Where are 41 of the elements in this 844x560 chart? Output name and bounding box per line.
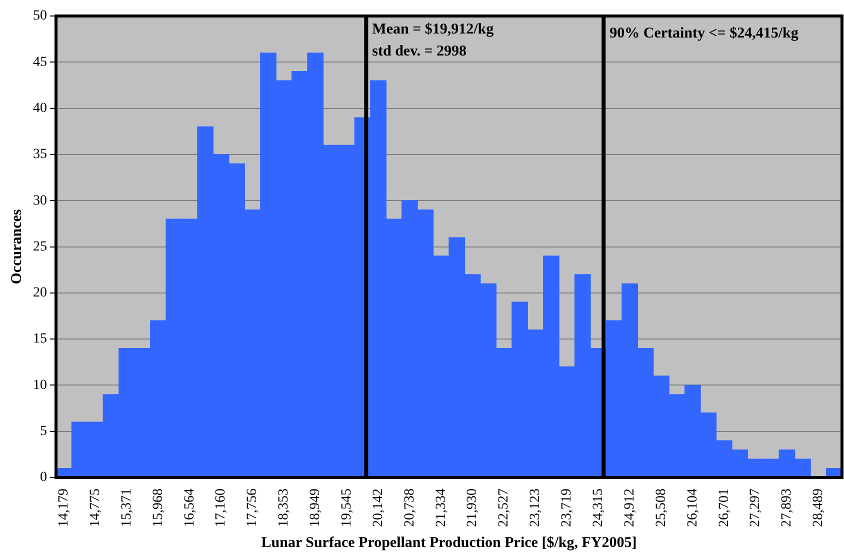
x-tick-label: 27,893 [780,488,795,527]
x-tick-label: 21,930 [465,488,480,527]
x-tick-label: 20,738 [402,488,418,527]
x-tick-label: 14,775 [88,488,103,527]
x-tick-label: 28,489 [811,488,826,527]
x-tick-label: 23,719 [560,488,575,527]
x-tick-label: 24,315 [591,488,606,527]
x-tick-label: 26,701 [716,488,732,527]
y-tick-label: 30 [33,193,47,208]
x-tick-label: 20,142 [370,488,386,527]
x-tick-label: 23,123 [528,488,544,527]
x-tick-label: 27,297 [748,488,764,527]
annotation: std dev. = 2998 [372,43,467,60]
x-tick-label: 17,756 [245,488,260,527]
y-tick-label: 45 [33,54,47,70]
x-tick-label: 18,353 [276,488,292,527]
y-tick-label: 40 [33,100,47,116]
y-tick-label: 20 [33,286,47,301]
x-tick-label: 18,949 [308,488,324,527]
x-tick-label: 26,104 [685,488,700,527]
y-tick-label: 35 [33,147,47,162]
y-tick-label: 5 [40,424,47,440]
x-tick-label: 15,371 [119,488,134,527]
ref-line-label: Mean = $19,912/kg [372,21,494,38]
x-axis-title: Lunar Surface Propellant Production Price [$/kg, FY2005] [261,534,637,551]
y-tick-label: 50 [33,8,47,24]
x-tick-label: 16,564 [182,488,198,527]
x-tick-label: 17,160 [214,488,229,527]
y-axis-title: Occurances [8,209,25,284]
y-tick-label: 10 [33,378,47,393]
x-tick-label: 24,912 [622,488,638,527]
x-tick-label: 15,968 [150,488,166,527]
x-tick-label: 14,179 [56,488,72,527]
x-tick-label: 22,527 [496,488,512,527]
y-tick-label: 15 [33,332,47,347]
y-tick-label: 0 [40,470,47,486]
x-tick-label: 25,508 [654,488,669,527]
x-tick-label: 19,545 [339,488,354,527]
x-tick-label: 21,334 [434,488,449,527]
y-tick-label: 25 [33,239,47,254]
ref-line-label: 90% Certainty <= $24,415/kg [610,25,799,42]
